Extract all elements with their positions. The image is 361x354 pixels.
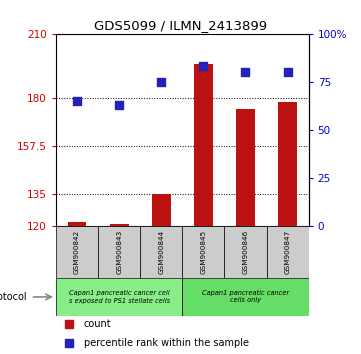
Bar [56,278,182,316]
Text: protocol: protocol [0,292,27,302]
Bar [182,278,309,316]
Bar [194,64,213,226]
Text: count: count [84,319,112,329]
Text: Capan1 pancreatic cancer
cells only: Capan1 pancreatic cancer cells only [202,290,289,303]
Bar [266,226,309,278]
Text: GDS5099 / ILMN_2413899: GDS5099 / ILMN_2413899 [94,19,267,33]
Point [74,98,80,104]
Bar [225,226,266,278]
Text: Capan1 pancreatic cancer cell
s exposed to PS1 stellate cells: Capan1 pancreatic cancer cell s exposed … [69,290,170,304]
Bar [68,222,87,226]
Text: GSM900845: GSM900845 [200,230,206,274]
Point [285,69,291,75]
Point [158,79,164,85]
Bar [110,224,129,226]
Point [116,102,122,108]
Text: percentile rank within the sample: percentile rank within the sample [84,338,249,348]
Bar [152,194,171,226]
Bar [140,226,182,278]
Bar [278,102,297,226]
Text: GSM900842: GSM900842 [74,230,80,274]
Bar [56,226,98,278]
Point [200,64,206,69]
Bar [182,226,225,278]
Bar [98,226,140,278]
Text: GSM900847: GSM900847 [284,230,291,274]
Point [243,69,248,75]
Text: GSM900843: GSM900843 [116,230,122,274]
Text: GSM900844: GSM900844 [158,230,164,274]
Bar [236,109,255,226]
Text: GSM900846: GSM900846 [243,230,248,274]
